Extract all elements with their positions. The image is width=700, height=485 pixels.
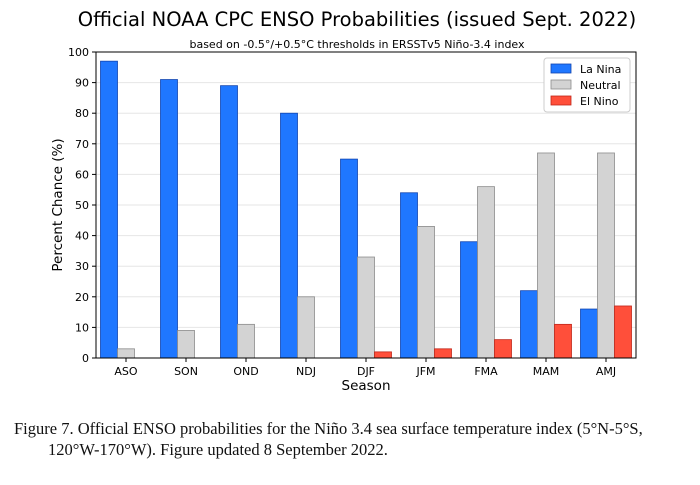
- enso-probability-chart: Official NOAA CPC ENSO Probabilities (is…: [50, 8, 637, 394]
- bar-la-nina-ndj: [280, 112, 298, 359]
- legend-label-la-nina: La Nina: [580, 63, 621, 76]
- x-tick-label: MAM: [533, 365, 560, 378]
- bar-la-nina-jfm: [400, 192, 418, 359]
- y-tick-label: 70: [75, 138, 89, 151]
- bar-el-nino-djf: [374, 351, 392, 359]
- x-tick-label: JFM: [415, 365, 435, 378]
- legend: La Nina Neutral El Nino: [543, 57, 631, 113]
- chart-title: Official NOAA CPC ENSO Probabilities (is…: [78, 8, 637, 31]
- legend-label-neutral: Neutral: [580, 79, 621, 92]
- y-axis-ticks: 0 10 20 30 40 50 60 70 80 90 100: [68, 46, 96, 365]
- bar-neutral-fma: [477, 186, 495, 359]
- legend-swatch-neutral: [550, 79, 572, 90]
- y-tick-label: 50: [75, 199, 89, 212]
- y-tick-label: 80: [75, 107, 89, 120]
- bar-neutral-djf: [357, 256, 375, 359]
- bars: [100, 60, 632, 359]
- bar-la-nina-son: [160, 79, 178, 359]
- y-tick-label: 20: [75, 291, 89, 304]
- x-tick-label: NDJ: [296, 365, 316, 378]
- y-tick-label: 10: [75, 321, 89, 334]
- bar-el-nino-jfm: [434, 348, 452, 359]
- bar-neutral-aso: [117, 348, 135, 359]
- y-tick-label: 60: [75, 168, 89, 181]
- bar-neutral-ndj: [297, 296, 315, 359]
- bar-neutral-ond: [237, 323, 255, 359]
- y-tick-label: 30: [75, 260, 89, 273]
- x-tick-label: ASO: [114, 365, 138, 378]
- x-tick-label: FMA: [474, 365, 498, 378]
- bar-neutral-son: [177, 330, 195, 359]
- x-tick-label: OND: [233, 365, 258, 378]
- bar-neutral-jfm: [417, 226, 435, 359]
- bar-la-nina-fma: [460, 241, 478, 359]
- legend-swatch-el-nino: [550, 95, 572, 106]
- y-axis-label: Percent Chance (%): [50, 138, 66, 271]
- bar-la-nina-djf: [340, 158, 358, 359]
- figure-caption: Figure 7. Official ENSO probabilities fo…: [14, 418, 686, 460]
- x-axis-label: Season: [342, 378, 391, 394]
- bar-neutral-mam: [537, 152, 555, 359]
- caption-line-2: 120°W-170°W). Figure updated 8 September…: [48, 440, 388, 459]
- y-tick-label: 40: [75, 230, 89, 243]
- bar-el-nino-fma: [494, 339, 512, 359]
- legend-swatch-la-nina: [550, 63, 572, 74]
- bar-la-nina-ond: [220, 85, 238, 359]
- bar-la-nina-mam: [520, 290, 538, 359]
- legend-label-el-nino: El Nino: [580, 95, 619, 108]
- bar-neutral-amj: [597, 152, 615, 359]
- x-tick-label: DJF: [357, 365, 375, 378]
- x-tick-label: SON: [174, 365, 198, 378]
- caption-line-1: Figure 7. Official ENSO probabilities fo…: [14, 419, 643, 438]
- x-axis-ticks: ASO SON OND NDJ DJF JFM FMA MAM AMJ: [114, 358, 616, 378]
- y-tick-label: 100: [68, 46, 89, 59]
- x-tick-label: AMJ: [596, 365, 616, 378]
- plot-frame: [95, 51, 637, 359]
- chart-subtitle: based on -0.5°/+0.5°C thresholds in ERSS…: [189, 38, 525, 51]
- bar-la-nina-aso: [100, 60, 118, 359]
- bar-el-nino-mam: [554, 323, 572, 359]
- y-tick-label: 90: [75, 77, 89, 90]
- bar-el-nino-amj: [614, 305, 632, 359]
- bar-la-nina-amj: [580, 308, 598, 359]
- y-tick-label: 0: [82, 352, 89, 365]
